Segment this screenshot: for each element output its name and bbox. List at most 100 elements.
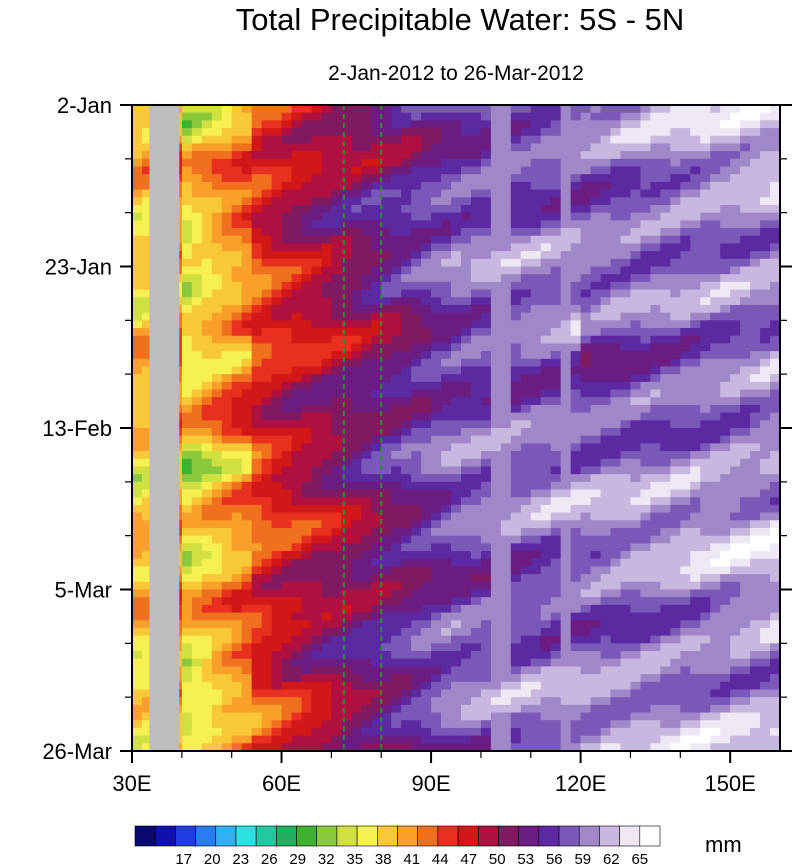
heatmap-cell bbox=[281, 204, 293, 214]
heatmap-cell bbox=[361, 666, 372, 675]
heatmap-cell bbox=[211, 143, 223, 152]
heatmap-cell bbox=[421, 520, 432, 529]
heatmap-cell bbox=[500, 404, 512, 414]
heatmap-cell bbox=[132, 504, 143, 514]
heatmap-cell bbox=[760, 497, 771, 506]
heatmap-cell bbox=[181, 105, 193, 114]
heatmap-cell bbox=[690, 581, 701, 591]
heatmap-cell bbox=[411, 458, 422, 468]
heatmap-cell bbox=[600, 635, 612, 644]
heatmap-cell bbox=[301, 166, 313, 175]
heatmap-cell bbox=[520, 404, 532, 414]
heatmap-cell bbox=[301, 158, 313, 168]
heatmap-cell bbox=[630, 335, 642, 345]
heatmap-cell bbox=[291, 620, 303, 629]
heatmap-cell bbox=[660, 551, 671, 560]
heatmap-cell bbox=[590, 297, 602, 306]
heatmap-cell bbox=[500, 328, 512, 337]
heatmap-cell bbox=[510, 574, 522, 583]
heatmap-cell bbox=[261, 274, 273, 283]
heatmap-cell bbox=[590, 604, 602, 614]
heatmap-cell bbox=[690, 527, 701, 537]
heatmap-cell bbox=[640, 358, 651, 368]
heatmap-cell bbox=[251, 512, 263, 521]
heatmap-cell bbox=[411, 481, 422, 491]
heatmap-cell bbox=[580, 474, 592, 483]
heatmap-cell bbox=[191, 612, 203, 621]
heatmap-cell bbox=[241, 504, 253, 514]
heatmap-cell bbox=[660, 151, 671, 160]
heatmap-cell bbox=[391, 666, 402, 675]
heatmap-cell bbox=[520, 574, 532, 583]
heatmap-cell bbox=[321, 497, 332, 506]
heatmap-cell bbox=[241, 581, 253, 591]
heatmap-cell bbox=[690, 204, 701, 214]
heatmap-cell bbox=[520, 366, 532, 375]
heatmap-cell bbox=[740, 458, 751, 468]
heatmap-cell bbox=[460, 289, 472, 298]
heatmap-cell bbox=[660, 197, 671, 206]
heatmap-cell bbox=[700, 497, 711, 506]
heatmap-cell bbox=[381, 689, 392, 698]
heatmap-cell bbox=[141, 589, 153, 598]
heatmap-cell bbox=[740, 358, 751, 368]
heatmap-cell bbox=[261, 289, 273, 298]
heatmap-cell bbox=[530, 497, 542, 506]
heatmap-cell bbox=[480, 658, 492, 668]
heatmap-cell bbox=[630, 174, 642, 183]
heatmap-cell bbox=[411, 174, 422, 183]
heatmap-cell bbox=[281, 412, 293, 421]
heatmap-cell bbox=[720, 397, 731, 406]
heatmap-cell bbox=[441, 627, 452, 637]
heatmap-cell bbox=[271, 597, 283, 606]
heatmap-cell bbox=[770, 374, 781, 383]
heatmap-cell bbox=[650, 351, 661, 360]
heatmap-cell bbox=[750, 312, 761, 321]
heatmap-cell bbox=[670, 351, 681, 360]
heatmap-cell bbox=[291, 266, 303, 275]
heatmap-cell bbox=[500, 474, 512, 483]
heatmap-cell bbox=[660, 105, 671, 114]
heatmap-cell bbox=[231, 674, 243, 683]
heatmap-cell bbox=[480, 343, 492, 352]
heatmap-cell bbox=[600, 274, 612, 283]
heatmap-cell bbox=[291, 389, 303, 398]
heatmap-cell bbox=[750, 527, 761, 537]
heatmap-cell bbox=[441, 597, 452, 606]
heatmap-cell bbox=[570, 181, 582, 191]
heatmap-cell bbox=[490, 543, 502, 552]
heatmap-cell bbox=[411, 551, 422, 560]
heatmap-cell bbox=[590, 674, 602, 683]
heatmap-cell bbox=[550, 604, 562, 614]
heatmap-cell bbox=[620, 135, 632, 145]
heatmap-cell bbox=[221, 551, 233, 560]
heatmap-cell bbox=[750, 535, 761, 544]
heatmap-cell bbox=[231, 451, 243, 460]
heatmap-cell bbox=[720, 312, 731, 321]
heatmap-cell bbox=[700, 366, 711, 375]
heatmap-cell bbox=[381, 481, 392, 491]
heatmap-cell bbox=[241, 443, 253, 452]
heatmap-cell bbox=[251, 335, 263, 345]
heatmap-cell bbox=[321, 366, 332, 375]
heatmap-cell bbox=[670, 258, 681, 268]
heatmap-cell bbox=[680, 235, 691, 245]
heatmap-cell bbox=[660, 235, 671, 245]
heatmap-cell bbox=[760, 281, 771, 291]
heatmap-cell bbox=[301, 451, 313, 460]
heatmap-cell bbox=[231, 381, 243, 391]
heatmap-cell bbox=[760, 274, 771, 283]
heatmap-cell bbox=[600, 166, 612, 175]
heatmap-cell bbox=[181, 612, 193, 621]
heatmap-cell bbox=[451, 466, 462, 475]
heatmap-cell bbox=[510, 497, 522, 506]
heatmap-cell bbox=[510, 143, 522, 152]
heatmap-cell bbox=[341, 151, 352, 160]
heatmap-cell bbox=[490, 158, 502, 168]
heatmap-cell bbox=[710, 558, 721, 568]
heatmap-cell bbox=[750, 643, 761, 652]
heatmap-cell bbox=[281, 643, 293, 652]
heatmap-cell bbox=[211, 289, 223, 298]
heatmap-cell bbox=[640, 535, 651, 544]
heatmap-cell bbox=[251, 589, 263, 598]
